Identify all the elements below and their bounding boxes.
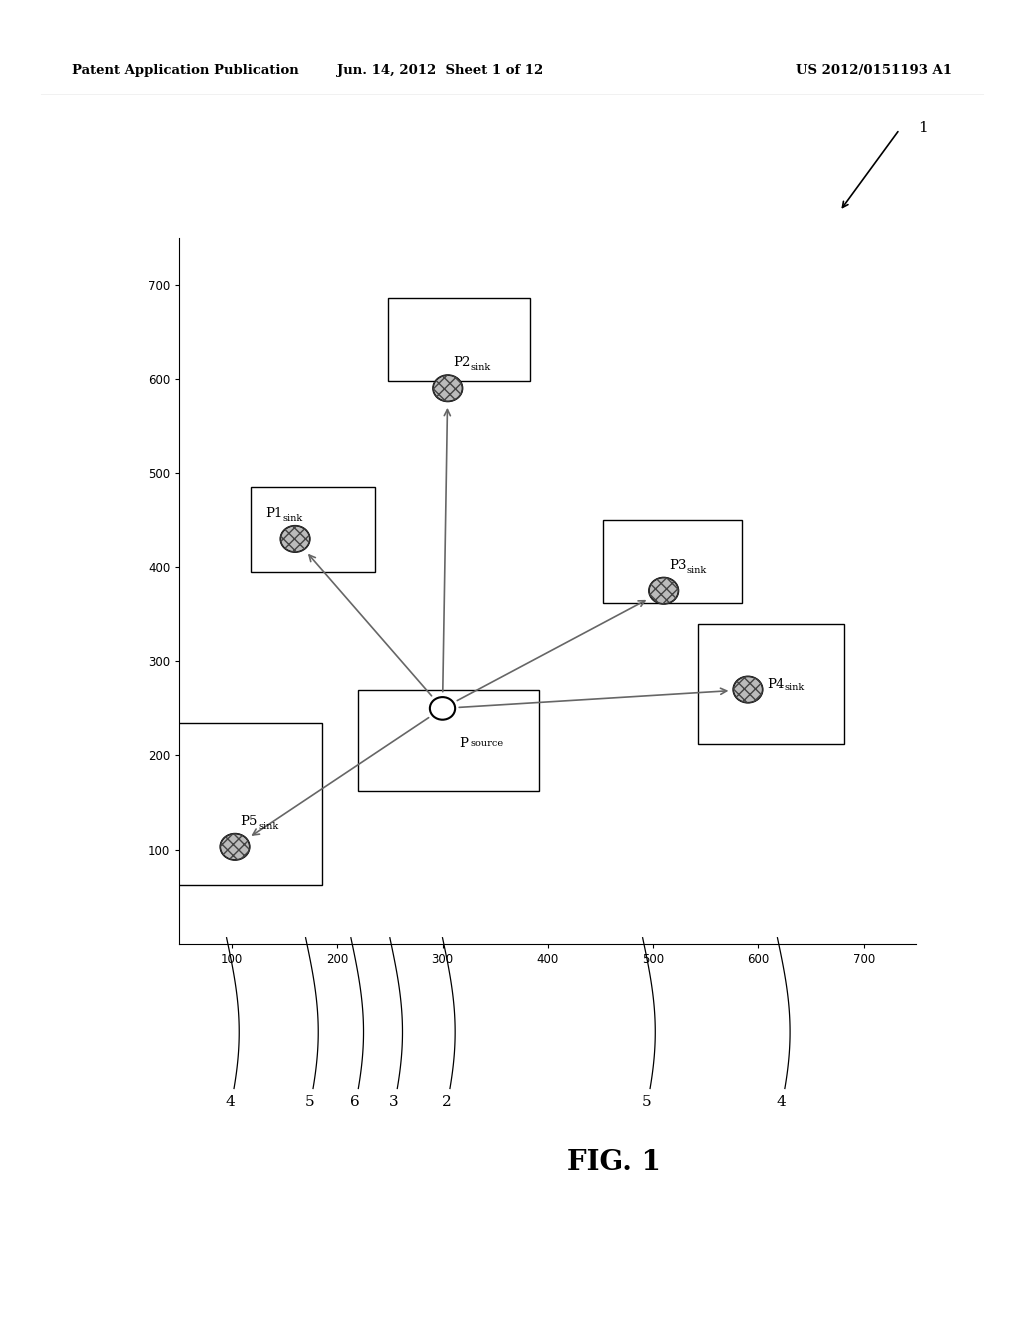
Bar	[173, 723, 323, 886]
Bar	[388, 298, 530, 380]
Text: 6: 6	[350, 1096, 360, 1109]
Text: source: source	[471, 739, 504, 748]
Bar	[698, 623, 844, 744]
Text: P: P	[460, 737, 468, 750]
Text: 5: 5	[305, 1096, 314, 1109]
Text: 2: 2	[441, 1096, 452, 1109]
Circle shape	[733, 676, 763, 702]
Text: US 2012/0151193 A1: US 2012/0151193 A1	[797, 63, 952, 77]
Circle shape	[281, 525, 310, 552]
Circle shape	[220, 834, 250, 861]
Text: P2: P2	[453, 356, 470, 370]
Bar	[251, 487, 375, 572]
Text: P1: P1	[265, 507, 283, 520]
Text: P5: P5	[241, 814, 258, 828]
Text: P3: P3	[669, 558, 686, 572]
Text: 3: 3	[389, 1096, 399, 1109]
Text: Jun. 14, 2012  Sheet 1 of 12: Jun. 14, 2012 Sheet 1 of 12	[337, 63, 544, 77]
Text: 1: 1	[918, 121, 928, 136]
Bar	[358, 689, 540, 791]
Text: sink: sink	[258, 822, 279, 830]
Text: Patent Application Publication: Patent Application Publication	[72, 63, 298, 77]
Text: 5: 5	[642, 1096, 651, 1109]
Bar	[602, 520, 741, 603]
Circle shape	[430, 697, 455, 719]
Text: sink: sink	[471, 363, 492, 372]
Text: P4: P4	[767, 678, 784, 692]
Circle shape	[649, 578, 679, 603]
Text: 4: 4	[226, 1096, 236, 1109]
Text: FIG. 1: FIG. 1	[567, 1148, 662, 1176]
Text: sink: sink	[283, 513, 303, 523]
Text: sink: sink	[687, 566, 708, 574]
Text: sink: sink	[784, 684, 805, 692]
Text: 4: 4	[777, 1096, 786, 1109]
Circle shape	[433, 375, 463, 401]
